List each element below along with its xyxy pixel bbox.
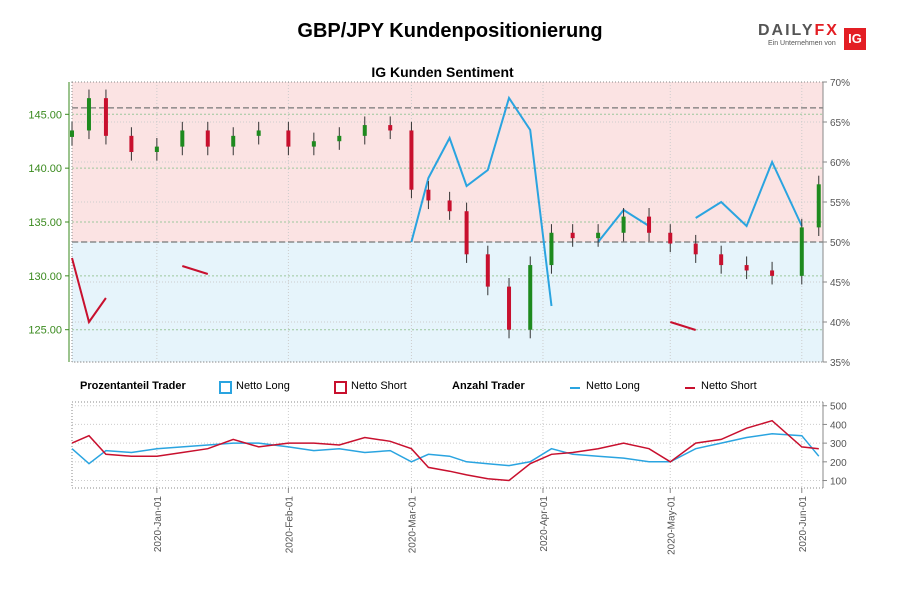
candle-body xyxy=(485,254,490,287)
legend-percent-long: Netto Long xyxy=(236,380,290,392)
legend-short-line-icon xyxy=(685,387,695,389)
legend-percent-short: Netto Short xyxy=(351,380,407,392)
candle-body xyxy=(570,232,575,239)
candle-body xyxy=(447,200,452,212)
count-tick-label: 500 xyxy=(830,402,847,413)
logo-word-daily: DAILY xyxy=(758,22,815,39)
candle-body xyxy=(180,130,185,147)
legend-long-line-icon xyxy=(570,387,580,389)
candle-body xyxy=(311,141,316,147)
candle-body xyxy=(154,146,159,152)
count-line-long xyxy=(71,433,820,467)
candle-body xyxy=(507,286,512,330)
candle-body xyxy=(362,125,367,136)
candle-body xyxy=(388,125,393,131)
candle-body xyxy=(528,265,533,330)
legend-count-long: Netto Long xyxy=(586,380,640,392)
logo-word-fx: FX xyxy=(814,22,839,39)
candle-body xyxy=(70,130,74,137)
price-tick-label: 130.00 xyxy=(28,271,62,283)
candle-body xyxy=(86,98,91,131)
candle-body xyxy=(799,227,804,276)
candle-body xyxy=(647,216,652,233)
legend-short-square-icon xyxy=(334,381,347,394)
percent-tick-label: 50% xyxy=(830,238,850,249)
candle-body xyxy=(256,130,261,136)
logo-subtitle: Ein Unternehmen von xyxy=(768,40,836,47)
price-tick-label: 135.00 xyxy=(28,217,62,229)
candle-body xyxy=(668,232,673,244)
date-tick-label: 2020-Mar-01 xyxy=(407,496,418,554)
chart-subtitle: IG Kunden Sentiment xyxy=(371,64,514,80)
candle-body xyxy=(205,130,210,147)
candle-body xyxy=(596,232,601,239)
percent-tick-label: 40% xyxy=(830,318,850,329)
price-tick-label: 145.00 xyxy=(28,109,62,121)
legend-count-title: Anzahl Trader xyxy=(452,380,525,392)
candle-body xyxy=(719,254,724,266)
legend-percent-title: Prozentanteil Trader xyxy=(80,380,186,392)
dailyfx-logo: DAILYFX Ein Unternehmen von IG xyxy=(758,22,870,52)
candle-body xyxy=(426,189,431,201)
count-line-short xyxy=(71,419,819,482)
ig-logo-icon: IG xyxy=(844,28,866,50)
percent-tick-label: 65% xyxy=(830,118,850,129)
candle-body xyxy=(231,135,236,147)
percent-tick-label: 45% xyxy=(830,278,850,289)
count-tick-label: 400 xyxy=(830,420,847,431)
percent-tick-label: 70% xyxy=(830,78,850,89)
candle-body xyxy=(621,216,626,233)
percent-tick-label: 35% xyxy=(830,358,850,369)
candle-body xyxy=(464,211,469,255)
candle-body xyxy=(693,243,698,255)
candle-body xyxy=(409,130,414,190)
date-tick-label: 2020-May-01 xyxy=(666,496,677,555)
logo-wordmark: DAILYFX xyxy=(758,22,839,40)
candle-body xyxy=(286,130,291,147)
date-tick-label: 2020-Apr-01 xyxy=(539,496,550,552)
count-tick-label: 200 xyxy=(830,458,847,469)
legend-long-square-icon xyxy=(219,381,232,394)
percent-tick-label: 55% xyxy=(830,198,850,209)
price-tick-label: 140.00 xyxy=(28,163,62,175)
bottom-panel-frame xyxy=(71,401,824,489)
date-tick-label: 2020-Jun-01 xyxy=(798,496,809,553)
candle-body xyxy=(129,135,134,152)
count-tick-label: 300 xyxy=(830,439,847,450)
legend-count-short: Netto Short xyxy=(701,380,757,392)
price-tick-label: 125.00 xyxy=(28,325,62,337)
candle-body xyxy=(816,184,821,228)
percent-tick-label: 60% xyxy=(830,158,850,169)
chart-title: GBP/JPY Kundenpositionierung xyxy=(297,20,603,42)
date-tick-label: 2020-Jan-01 xyxy=(153,496,164,553)
candle-body xyxy=(744,265,749,271)
candle-body xyxy=(337,135,342,142)
candle-body xyxy=(103,98,108,136)
date-tick-label: 2020-Feb-01 xyxy=(284,496,295,554)
long-zone-background xyxy=(72,242,823,362)
candle-body xyxy=(770,270,775,276)
count-tick-label: 100 xyxy=(830,477,847,488)
candle-body xyxy=(549,232,554,266)
